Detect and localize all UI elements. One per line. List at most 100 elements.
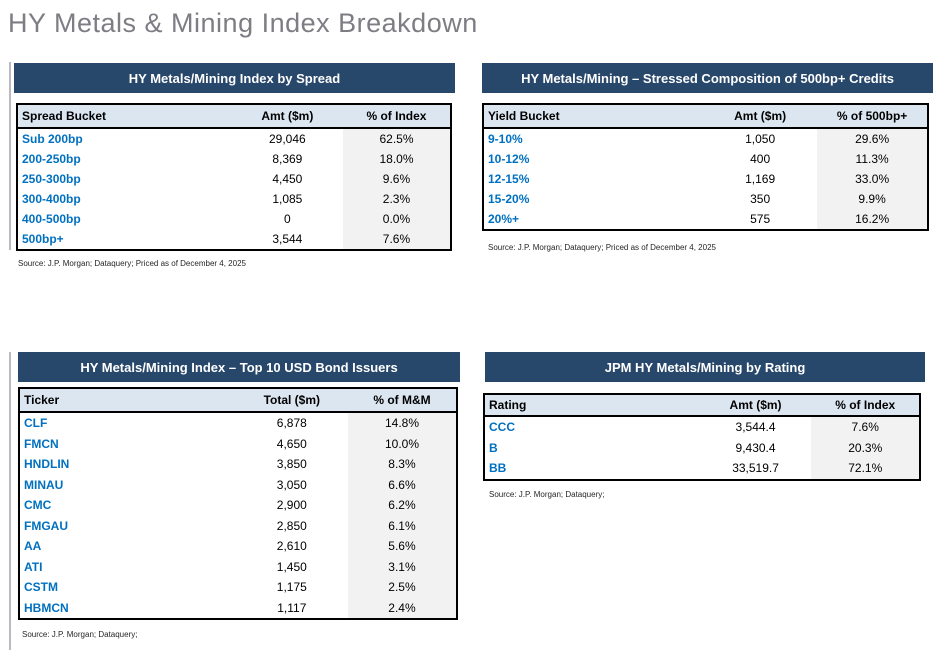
column-header: % of Index xyxy=(811,394,920,417)
row-label-cell: 200-250bp xyxy=(22,152,81,166)
value-cell: 0.0% xyxy=(342,209,451,229)
value-cell: 8,369 xyxy=(272,152,303,166)
value-cell: 350 xyxy=(750,192,771,206)
row-label-cell: HBMCN xyxy=(24,600,69,615)
row-label-cell: 15-20% xyxy=(488,192,530,206)
table-header-row: Spread Bucket Amt ($m)% of Index xyxy=(17,104,451,129)
table-row: 400-500bp 0 0.0% xyxy=(17,209,451,229)
table-header-row: Rating Amt ($m)% of Index xyxy=(484,394,920,417)
table-row: HBMCN 1,117 2.4% xyxy=(19,597,457,619)
value-cell: 72.1% xyxy=(811,458,920,480)
value-cell: 3.1% xyxy=(347,556,457,577)
value-cell: 29.6% xyxy=(817,128,928,149)
value-cell: 10.0% xyxy=(347,433,457,454)
row-label-cell: CSTM xyxy=(24,580,58,595)
table-row: ATI 1,450 3.1% xyxy=(19,556,457,577)
table-row: 500bp+ 3,544 7.6% xyxy=(17,229,451,250)
value-cell: 14.8% xyxy=(347,412,457,434)
table-row: 200-250bp 8,369 18.0% xyxy=(17,149,451,169)
column-header: % of M&M xyxy=(347,388,457,413)
value-cell: 1,117 xyxy=(277,600,307,615)
value-cell: 2.3% xyxy=(342,189,451,209)
value-cell: 20.3% xyxy=(811,437,920,458)
table-row: 250-300bp 4,450 9.6% xyxy=(17,169,451,189)
left-accent-line-top xyxy=(9,62,11,250)
value-cell: 1,050 xyxy=(745,132,776,146)
table-header-bar-index-by-spread: HY Metals/Mining Index by Spread xyxy=(14,63,455,93)
table-row: BB 33,519.7 72.1% xyxy=(484,458,920,480)
value-cell: 2.4% xyxy=(347,597,457,619)
table-row: 9-10% 1,050 29.6% xyxy=(483,128,928,149)
value-cell: 7.6% xyxy=(342,229,451,250)
value-cell: 2.5% xyxy=(347,577,457,598)
row-label-cell: 9-10% xyxy=(488,132,523,146)
table-row: CMC 2,900 6.2% xyxy=(19,495,457,516)
row-label-cell: 12-15% xyxy=(488,172,530,186)
value-cell: 5.6% xyxy=(347,536,457,557)
value-cell: 8.3% xyxy=(347,454,457,475)
table-by-rating: Rating Amt ($m)% of Index CCC 3,544.4 7.6% B 9… xyxy=(483,393,921,481)
table-header-row: Ticker Total ($m)% of M&M xyxy=(19,388,457,413)
row-label-cell: 500bp+ xyxy=(22,232,64,246)
table-row: AA 2,610 5.6% xyxy=(19,536,457,557)
source-note-by-rating: Source: J.P. Morgan; Dataquery; xyxy=(489,490,605,499)
table-row: CSTM 1,175 2.5% xyxy=(19,577,457,598)
column-header: Spread Bucket xyxy=(17,104,232,129)
table-stressed-composition: Yield Bucket Amt ($m)% of 500bp+ 9-10% 1,05… xyxy=(482,103,929,231)
row-label-cell: CLF xyxy=(24,416,48,431)
value-cell: 3,544 xyxy=(272,232,303,246)
value-cell: 1,085 xyxy=(272,192,303,206)
value-cell: 1,169 xyxy=(745,172,776,186)
column-header: Total ($m) xyxy=(235,388,348,413)
source-note-index-by-spread: Source: J.P. Morgan; Dataquery; Priced a… xyxy=(18,259,246,268)
value-cell: 400 xyxy=(750,152,771,166)
table-row: FMCN 4,650 10.0% xyxy=(19,433,457,454)
value-cell: 9.9% xyxy=(817,189,928,209)
row-label-cell: 300-400bp xyxy=(22,192,81,206)
row-label-cell: BB xyxy=(489,461,507,476)
value-cell: 1,450 xyxy=(276,559,307,574)
table-row: 15-20% 350 9.9% xyxy=(483,189,928,209)
table-row: MINAU 3,050 6.6% xyxy=(19,474,457,495)
value-cell: 16.2% xyxy=(817,209,928,230)
table-row: Sub 200bp 29,046 62.5% xyxy=(17,128,451,149)
column-header: Amt ($m) xyxy=(231,104,343,129)
value-cell: 4,650 xyxy=(276,436,307,451)
table-row: CLF 6,878 14.8% xyxy=(19,412,457,434)
value-cell: 11.3% xyxy=(817,149,928,169)
row-label-cell: MINAU xyxy=(24,477,64,492)
value-cell: 3,544.4 xyxy=(735,420,776,435)
table-row: 10-12% 400 11.3% xyxy=(483,149,928,169)
table-row: B 9,430.4 20.3% xyxy=(484,437,920,458)
page-title: HY Metals & Mining Index Breakdown xyxy=(8,8,478,38)
value-cell: 33.0% xyxy=(817,169,928,189)
row-label-cell: B xyxy=(489,440,498,455)
value-cell: 575 xyxy=(750,212,771,226)
column-header: Rating xyxy=(484,394,700,417)
column-header: Yield Bucket xyxy=(483,104,704,129)
value-cell: 7.6% xyxy=(811,416,920,438)
row-label-cell: FMGAU xyxy=(24,518,68,533)
value-cell: 6.2% xyxy=(347,495,457,516)
value-cell: 2,610 xyxy=(276,539,307,554)
table-row: 300-400bp 1,085 2.3% xyxy=(17,189,451,209)
value-cell: 1,175 xyxy=(276,580,307,595)
column-header: % of 500bp+ xyxy=(817,104,928,129)
source-note-top-10-issuers: Source: J.P. Morgan; Dataquery; xyxy=(22,630,138,639)
source-note-stressed-composition: Source: J.P. Morgan; Dataquery; Priced a… xyxy=(488,243,716,252)
table-header-bar-top-10-issuers: HY Metals/Mining Index – Top 10 USD Bond… xyxy=(18,352,460,382)
value-cell: 29,046 xyxy=(268,132,306,146)
row-label-cell: AA xyxy=(24,539,42,554)
row-label-cell: 250-300bp xyxy=(22,172,81,186)
table-row: FMGAU 2,850 6.1% xyxy=(19,515,457,536)
value-cell: 6.1% xyxy=(347,515,457,536)
value-cell: 4,450 xyxy=(272,172,303,186)
row-label-cell: CCC xyxy=(489,420,515,435)
row-label-cell: ATI xyxy=(24,559,43,574)
table-row: 12-15% 1,169 33.0% xyxy=(483,169,928,189)
value-cell: 33,519.7 xyxy=(732,461,779,476)
column-header: Amt ($m) xyxy=(703,104,818,129)
value-cell: 62.5% xyxy=(342,128,451,149)
table-row: 20%+ 575 16.2% xyxy=(483,209,928,230)
row-label-cell: FMCN xyxy=(24,436,59,451)
